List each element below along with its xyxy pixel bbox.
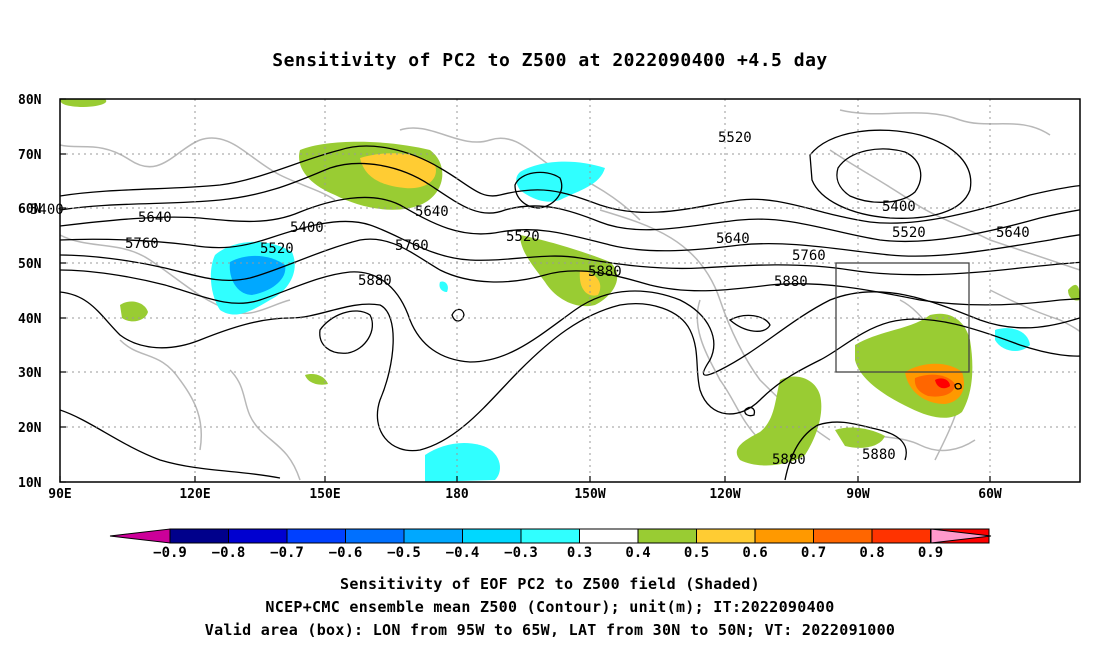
contour-label: 5640 — [138, 210, 172, 226]
contour-label: 5880 — [588, 264, 622, 280]
colorbar-tick-label: −0.8 — [212, 545, 246, 561]
colorbar-tick-label: −0.9 — [153, 545, 187, 561]
contour-label: 5760 — [792, 248, 826, 264]
colorbar-cell — [520, 528, 580, 544]
contour-label: 5760 — [395, 238, 429, 254]
colorbar-cell — [637, 528, 697, 544]
contour-label: 5880 — [862, 447, 896, 463]
axis-ticks — [59, 98, 991, 483]
lon-label: 90W — [846, 487, 870, 502]
map-title: Sensitivity of PC2 to Z500 at 2022090400… — [272, 50, 828, 71]
lat-label: 40N — [18, 312, 42, 327]
contour-label: 5520 — [718, 130, 752, 146]
footer-line-contour: NCEP+CMC ensemble mean Z500 (Contour); u… — [265, 598, 835, 616]
colorbar-tick-label: −0.5 — [387, 545, 421, 561]
colorbar-cell — [286, 528, 346, 544]
contour-label: 5400 — [30, 202, 64, 218]
contour-label: 5640 — [415, 204, 449, 220]
colorbar-cell — [228, 528, 288, 544]
lon-label: 120E — [179, 487, 210, 502]
gridlines — [60, 99, 1080, 482]
colorbar: −0.9 −0.8 −0.7 −0.6 −0.5 −0.4 −0.3 0.3 0.4 0.5 0.6… — [109, 528, 992, 561]
contour-label: 5520 — [506, 229, 540, 245]
contour-label: 5880 — [772, 452, 806, 468]
contour-label: 5640 — [996, 225, 1030, 241]
colorbar-cell — [696, 528, 756, 544]
longitude-labels: 90E 120E 150E 180 150W 120W 90W 60W — [48, 487, 1002, 502]
colorbar-cell — [345, 528, 405, 544]
contour-label: 5520 — [260, 241, 294, 257]
lat-label: 80N — [18, 93, 42, 108]
colorbar-cell — [754, 528, 814, 544]
lon-label: 150W — [574, 487, 605, 502]
colorbar-cell — [169, 528, 229, 544]
lat-label: 10N — [18, 476, 42, 491]
colorbar-low-end — [109, 528, 171, 544]
colorbar-tick-label: 0.8 — [859, 545, 884, 561]
validation-area-box — [835, 262, 970, 373]
lon-label: 120W — [709, 487, 740, 502]
colorbar-tick-label: −0.6 — [329, 545, 363, 561]
colorbar-tick-label: 0.3 — [567, 545, 592, 561]
z500-contours — [60, 129, 1080, 481]
map-frame — [59, 98, 1081, 483]
contour-label-group: 5520 5400 5520 5640 5760 5880 5400 5640 … — [30, 130, 1030, 468]
lat-label: 60N — [18, 202, 42, 217]
colorbar-cell — [579, 528, 639, 544]
lat-label: 20N — [18, 421, 42, 436]
lon-label: 150E — [309, 487, 340, 502]
colorbar-tick-label: 0.4 — [625, 545, 650, 561]
lat-label: 70N — [18, 148, 42, 163]
contour-label: 5640 — [716, 231, 750, 247]
contour-label: 5880 — [774, 274, 808, 290]
contour-label: 5400 — [882, 199, 916, 215]
colorbar-high-end — [930, 528, 992, 544]
colorbar-tick-label: 0.5 — [684, 545, 709, 561]
contour-label: 5880 — [358, 273, 392, 289]
colorbar-tick-label: −0.7 — [270, 545, 304, 561]
lat-label: 30N — [18, 366, 42, 381]
colorbar-tick-label: −0.4 — [446, 545, 480, 561]
footer-line-shading: Sensitivity of EOF PC2 to Z500 field (Sh… — [340, 575, 760, 593]
footer-line-valid-area: Valid area (box): LON from 95W to 65W, L… — [204, 621, 896, 639]
latitude-labels: 80N 70N 60N 50N 40N 30N 20N 10N — [18, 93, 42, 491]
lon-label: 60W — [978, 487, 1002, 502]
colorbar-cell — [871, 528, 931, 544]
sensitivity-shading — [60, 99, 1080, 482]
colorbar-tick-label: 0.9 — [918, 545, 943, 561]
lat-label: 50N — [18, 257, 42, 272]
contour-label: 5520 — [892, 225, 926, 241]
colorbar-cell — [462, 528, 522, 544]
colorbar-tick-label: 0.6 — [742, 545, 767, 561]
colorbar-cell — [813, 528, 873, 544]
lon-label: 180 — [445, 487, 469, 502]
contour-label: 5400 — [290, 220, 324, 236]
colorbar-tick-label: −0.3 — [504, 545, 538, 561]
map-figure: 5520 5400 5520 5640 5760 5880 5400 5640 … — [18, 93, 1081, 561]
colorbar-cell — [403, 528, 463, 544]
colorbar-tick-label: 0.7 — [801, 545, 826, 561]
lon-label: 90E — [48, 487, 71, 502]
contour-label: 5760 — [125, 236, 159, 252]
